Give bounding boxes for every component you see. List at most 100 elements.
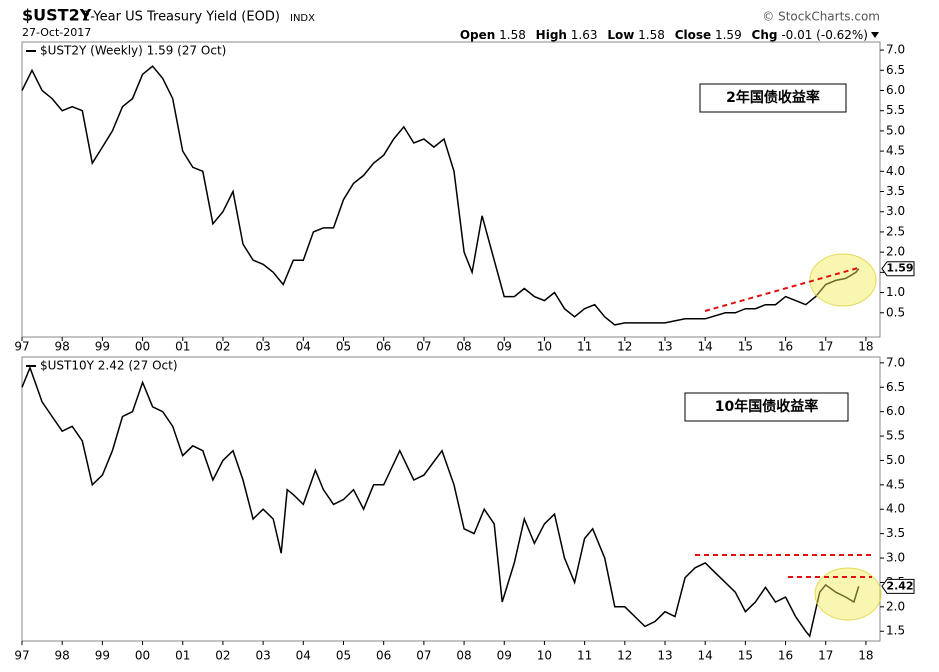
- x-tick-label: 11: [577, 649, 592, 663]
- annotation: 2年国债收益率: [726, 89, 820, 106]
- y-tick-label: 7.0: [886, 355, 905, 369]
- annotation-box: [699, 83, 847, 113]
- y-tick-label: 4.0: [886, 164, 905, 178]
- y-tick-label: 3.0: [886, 204, 905, 218]
- y-tick-label: 5.0: [886, 123, 905, 137]
- y-tick-label: 1.5: [886, 624, 905, 638]
- x-tick-label: 17: [818, 649, 833, 663]
- highlights: [695, 253, 882, 621]
- annotation-box: [684, 392, 849, 422]
- x-tick-label: 16: [778, 649, 793, 663]
- y-tick-label: 3.5: [886, 184, 905, 198]
- x-tick-label: 98: [55, 649, 70, 663]
- x-tick-label: 07: [416, 340, 431, 354]
- quote: Open 1.58 High 1.63 Low 1.58 Close 1.59 …: [460, 28, 868, 42]
- x-tick-label: 09: [497, 649, 512, 663]
- symbol-name: 2-Year US Treasury Yield (EOD): [82, 10, 280, 25]
- x-tick-label: 99: [95, 340, 110, 354]
- x-tick-label: 98: [55, 340, 70, 354]
- y-tick-label: 1.0: [886, 285, 905, 299]
- panels: 0.5 1.0 1.5 2.0 2.5 3.0 3.5 4.0 4.5 5.0 5.5 6.0 6.5 7…: [14, 41, 915, 663]
- y-tick-label: 6.5: [886, 380, 905, 394]
- legend-label: $UST2Y (Weekly) 1.59 (27 Oct): [40, 44, 226, 58]
- symbol: $UST2Y: [22, 6, 92, 25]
- y-tick-label: 2.0: [886, 599, 905, 613]
- x-tick-label: 14: [698, 340, 713, 354]
- quote-value: 1.63: [571, 28, 598, 42]
- x-tick-label: 05: [336, 649, 351, 663]
- x-tick-label: 04: [296, 340, 311, 354]
- y-tick-label: 2.0: [886, 245, 905, 259]
- y-tick-label: 3.5: [886, 526, 905, 540]
- x-tick-label: 15: [738, 340, 753, 354]
- legend-label: $UST10Y 2.42 (27 Oct): [40, 359, 178, 373]
- quote-value: -0.01 (-0.62%): [781, 28, 868, 42]
- annotation: 10年国债收益率: [715, 398, 818, 415]
- x-tick-label: 02: [215, 340, 230, 354]
- date: 27-Oct-2017: [22, 26, 91, 39]
- x-tick-label: 06: [376, 649, 391, 663]
- x-tick-label: 01: [175, 649, 190, 663]
- y-tick-label: 4.5: [886, 144, 905, 158]
- x-tick-label: 10: [537, 649, 552, 663]
- y-tick-label: 5.5: [886, 103, 905, 117]
- x-tick-label: 12: [617, 649, 632, 663]
- series-line: [21, 65, 860, 326]
- quote-value: 1.59: [715, 28, 742, 42]
- exchange: INDX: [290, 13, 315, 24]
- x-tick-label: 00: [135, 649, 150, 663]
- x-tick-label: 99: [95, 649, 110, 663]
- x-tick-label: 12: [617, 340, 632, 354]
- y-tick-label: 5.0: [886, 453, 905, 467]
- last-value-label: 2.42: [886, 579, 913, 592]
- x-tick-label: 97: [14, 649, 29, 663]
- last-value-tag: [881, 261, 915, 277]
- x-tick-label: 06: [376, 340, 391, 354]
- x-tick-label: 07: [416, 649, 431, 663]
- last-value-label: 1.59: [886, 262, 913, 275]
- y-tick-label: 3.0: [886, 551, 905, 565]
- y-tick-label: 7.0: [886, 43, 905, 57]
- x-tick-label: 08: [456, 340, 471, 354]
- x-tick-label: 00: [135, 340, 150, 354]
- y-tick-label: 5.5: [886, 429, 905, 443]
- quote-label: Chg: [752, 28, 778, 42]
- y-tick-label: 4.5: [886, 477, 905, 491]
- quote-value: 1.58: [499, 28, 526, 42]
- x-tick-label: 11: [577, 340, 592, 354]
- x-tick-label: 04: [296, 649, 311, 663]
- quote-label: Low: [607, 28, 634, 42]
- source: © StockCharts.com: [762, 10, 880, 24]
- x-tick-label: 08: [456, 649, 471, 663]
- x-tick-label: 03: [255, 649, 270, 663]
- down-arrow: [871, 32, 879, 38]
- x-tick-label: 02: [215, 649, 230, 663]
- x-tick-label: 13: [657, 340, 672, 354]
- quote-label: Close: [675, 28, 711, 42]
- x-tick-label: 13: [657, 649, 672, 663]
- x-tick-label: 09: [497, 340, 512, 354]
- x-tick-label: 97: [14, 340, 29, 354]
- x-tick-label: 10: [537, 340, 552, 354]
- series-line: [21, 365, 860, 638]
- x-tick-label: 14: [698, 649, 713, 663]
- x-tick-label: 01: [175, 340, 190, 354]
- y-tick-label: 6.5: [886, 63, 905, 77]
- last-value-tag: [881, 578, 915, 594]
- x-tick-label: 18: [858, 340, 873, 354]
- highlight-circle: [809, 253, 877, 307]
- x-tick-label: 05: [336, 340, 351, 354]
- y-tick-label: 6.0: [886, 83, 905, 97]
- quote-label: Open: [460, 28, 495, 42]
- x-tick-label: 03: [255, 340, 270, 354]
- x-tick-label: 16: [778, 340, 793, 354]
- quote-value: 1.58: [638, 28, 665, 42]
- x-tick-label: 18: [858, 649, 873, 663]
- y-tick-label: 6.0: [886, 404, 905, 418]
- y-tick-label: 2.5: [886, 224, 905, 238]
- highlight-circle: [814, 567, 882, 621]
- x-tick-label: 15: [738, 649, 753, 663]
- y-tick-label: 4.0: [886, 502, 905, 516]
- quote-label: High: [536, 28, 567, 42]
